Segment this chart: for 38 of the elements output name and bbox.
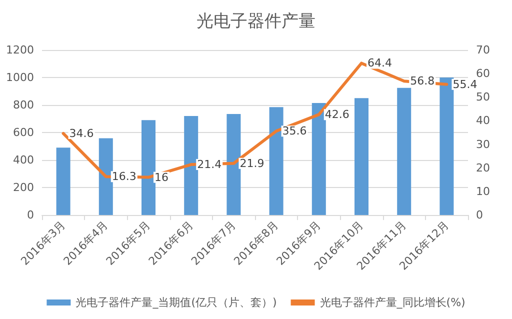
y2-tick-label: 20 <box>476 161 490 174</box>
bar <box>184 116 198 215</box>
chart-title: 光电子器件产量 <box>196 12 316 32</box>
data-label: 56.8 <box>410 74 435 88</box>
y-tick-label: 600 <box>13 126 34 139</box>
y2-tick-label: 60 <box>476 67 490 80</box>
data-label: 21.4 <box>197 158 222 172</box>
data-label: 35.6 <box>282 124 307 138</box>
data-label: 16.3 <box>112 170 136 184</box>
y-tick-label: 0 <box>27 208 34 222</box>
y-tick-label: 400 <box>13 154 34 166</box>
y-tick-label: 1000 <box>6 71 34 84</box>
legend-label: 光电子器件产量_同比增长(%) <box>320 296 466 309</box>
y2-tick-label: 30 <box>476 138 490 151</box>
data-label: 55.4 <box>452 78 478 91</box>
data-label: 34.6 <box>69 126 94 140</box>
y2-tick-label: 50 <box>476 90 490 104</box>
y-tick-label: 200 <box>13 181 34 194</box>
y2-tick-label: 40 <box>476 114 490 128</box>
data-label: 42.6 <box>324 108 350 122</box>
bar <box>226 114 241 215</box>
y-tick-label: 800 <box>13 98 34 112</box>
y2-tick-label: 70 <box>476 44 490 56</box>
y2-tick-label: 0 <box>476 208 483 222</box>
legend-label: 光电子器件产量_当期值(亿只（片、套）) <box>76 296 277 309</box>
bar <box>142 120 156 215</box>
bar <box>312 102 326 215</box>
data-label: 21.9 <box>240 156 264 170</box>
data-label: 16 <box>154 170 168 184</box>
y2-tick-label: 10 <box>476 184 490 198</box>
bar <box>440 78 454 215</box>
bar <box>269 107 284 215</box>
bar <box>354 98 368 215</box>
y-tick-label: 1200 <box>6 44 34 56</box>
data-label: 64.4 <box>368 56 392 70</box>
bar <box>56 148 70 215</box>
bar <box>397 88 412 215</box>
bar <box>98 138 113 215</box>
